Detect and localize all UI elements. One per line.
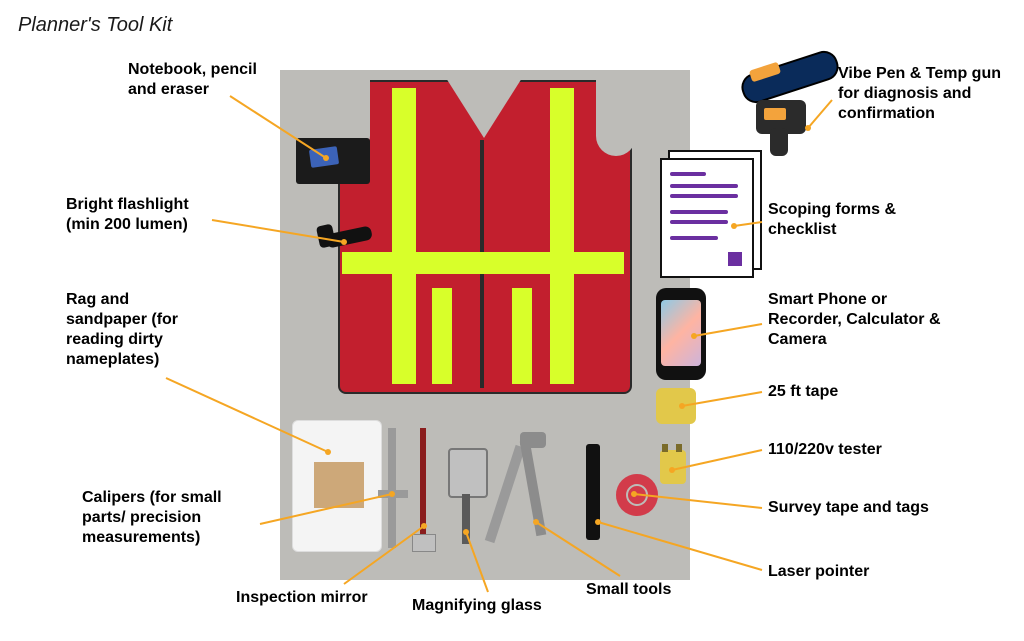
mirror-handle [420,428,426,538]
form-line [670,210,728,214]
label-tester: 110/220v tester [768,440,948,460]
form-line [670,220,728,224]
label-calipers: Calipers (for small parts/ precision mea… [82,488,282,548]
label-notebook: Notebook, pencil and eraser [128,60,298,100]
voltage-tester-prongs [676,444,682,452]
form-block [728,252,742,266]
calipers-jaws [378,490,408,498]
mirror-head [412,534,436,552]
vest-stripe [550,88,574,384]
magnifier-lens [448,448,488,498]
vest-stripe [432,288,452,384]
label-smalltools: Small tools [586,580,706,600]
magnifier-handle [462,494,470,544]
form-line [670,236,718,240]
vest-armhole-right [596,78,636,156]
smartphone-screen [661,300,701,366]
survey-tape-roll [616,474,658,516]
label-forms: Scoping forms & checklist [768,200,968,240]
sandpaper-item [314,462,364,508]
label-magnify: Magnifying glass [412,596,592,616]
eraser-item [309,146,339,168]
label-flashlight: Bright flashlight (min 200 lumen) [66,195,256,235]
small-tool-pliers-head [520,432,546,448]
temp-gun-display [764,108,786,120]
voltage-tester-prongs [662,444,668,452]
tape-measure [656,388,696,424]
temp-gun-handle [770,128,788,156]
label-laser: Laser pointer [768,562,928,582]
form-line [670,184,738,188]
vest-stripe [392,88,416,384]
label-rag: Rag and sandpaper (for reading dirty nam… [66,290,236,370]
label-tape25: 25 ft tape [768,382,888,402]
label-mirror: Inspection mirror [236,588,416,608]
voltage-tester [660,450,686,484]
label-smartphone: Smart Phone or Recorder, Calculator & Ca… [768,290,998,350]
form-line [670,172,706,176]
page-title: Planner's Tool Kit [18,14,172,37]
vest-neck [446,78,522,138]
laser-pen [586,444,600,540]
vest-stripe [512,288,532,384]
calipers-item [388,428,396,548]
label-survey: Survey tape and tags [768,498,988,518]
form-line [670,194,738,198]
label-vibe: Vibe Pen & Temp gun for diagnosis and co… [838,64,1024,124]
vest-stripe [342,252,624,274]
